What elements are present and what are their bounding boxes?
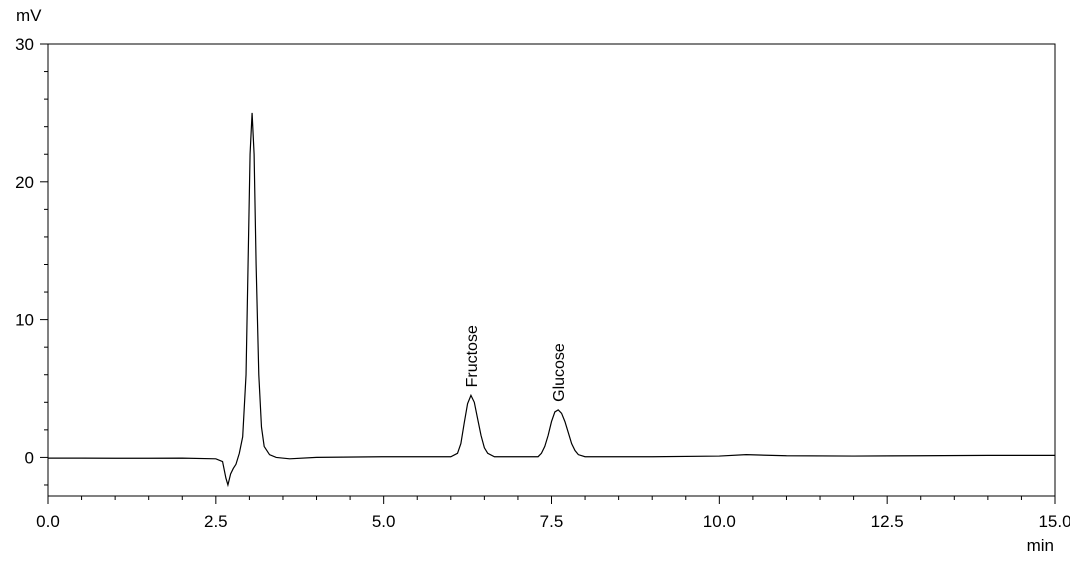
plot-frame <box>47 43 1056 497</box>
y-tick-label: 0 <box>25 448 34 467</box>
x-tick-label: 7.5 <box>540 512 564 531</box>
peak-label: Fructose <box>464 325 481 387</box>
y-tick-label: 30 <box>15 35 34 54</box>
x-tick-label: 5.0 <box>372 512 396 531</box>
x-tick-label: 15.0 <box>1038 512 1070 531</box>
x-tick-label: 2.5 <box>204 512 228 531</box>
y-tick-label: 20 <box>15 173 34 192</box>
x-tick-label: 10.0 <box>703 512 736 531</box>
peak-label: Glucose <box>551 343 568 402</box>
trace <box>48 112 1055 488</box>
x-tick-label: 0.0 <box>36 512 60 531</box>
x-axis-label: min <box>1027 536 1054 555</box>
y-axis-label: mV <box>16 6 42 25</box>
y-tick-label: 10 <box>15 311 34 330</box>
x-tick-label: 12.5 <box>871 512 904 531</box>
